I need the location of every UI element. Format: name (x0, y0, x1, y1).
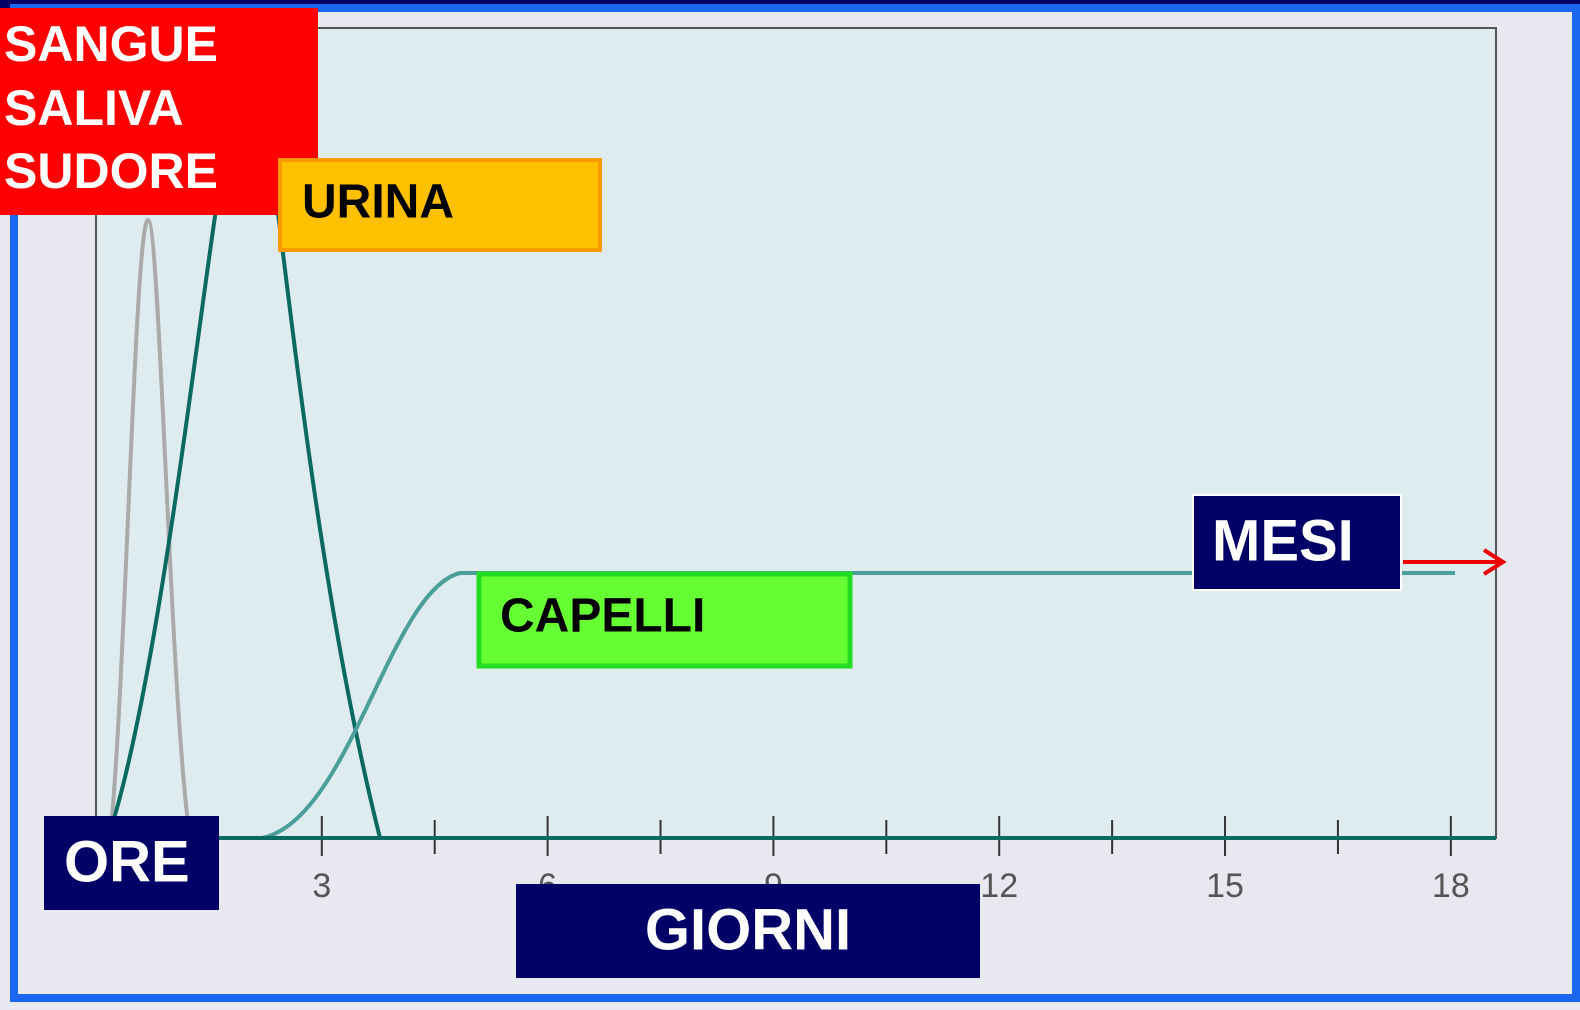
days-box (516, 884, 980, 978)
blood-curve (108, 217, 192, 839)
overlay: GIORNI (516, 884, 980, 978)
x-tick-label: 15 (1206, 867, 1244, 905)
x-tick-label: 18 (1432, 867, 1470, 905)
blood-label: SUDORE (4, 143, 218, 199)
blood-label: SALIVA (4, 80, 184, 136)
blood-label: SANGUE (4, 16, 218, 72)
frame (10, 4, 1580, 1002)
hair-curve (261, 571, 1455, 840)
arrow-head (1482, 548, 1507, 576)
hair-box (476, 571, 853, 669)
days-label: GIORNI (645, 897, 851, 962)
urine-box (278, 158, 602, 252)
months-label: MESI (1212, 508, 1354, 573)
x-tick-label: 12 (980, 867, 1018, 905)
hours-label: ORE (64, 829, 190, 894)
hair-label: CAPELLI (500, 590, 705, 643)
hours-box (44, 816, 219, 910)
blood-box (0, 8, 318, 215)
urine-label: URINA (302, 176, 454, 229)
months-box (1192, 494, 1402, 591)
x-tick-label: 3 (312, 867, 331, 905)
